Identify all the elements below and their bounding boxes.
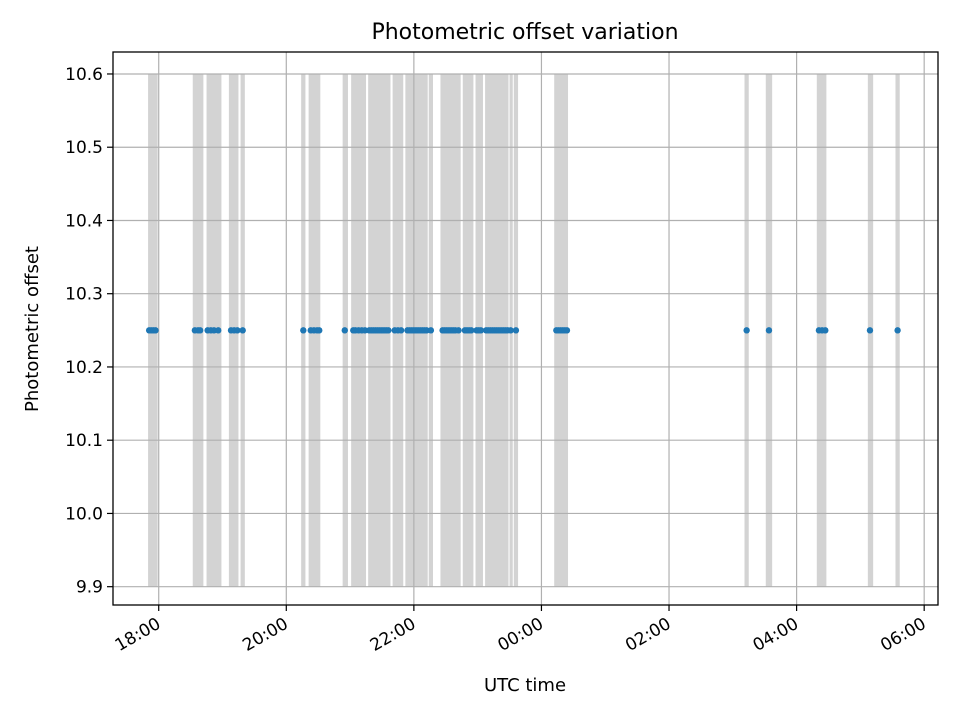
data-point — [385, 327, 392, 334]
data-point — [196, 327, 204, 334]
data-point — [455, 327, 462, 334]
data-point — [397, 327, 405, 334]
data-point — [341, 327, 348, 334]
data-point — [866, 327, 874, 334]
data-point — [477, 327, 485, 334]
data-point — [152, 327, 159, 334]
y-tick-label: 10.1 — [65, 431, 103, 451]
x-axis-label: UTC time — [484, 675, 566, 696]
data-point — [765, 327, 773, 334]
y-tick-label: 10.6 — [65, 65, 103, 85]
y-axis: 9.9 10.0 10.1 10.2 10.3 10.4 10.5 10.6 — [65, 65, 113, 598]
data-point — [239, 327, 246, 334]
data-point — [427, 327, 435, 334]
plot-frame — [112, 51, 939, 606]
chart-title: Photometric offset variation — [371, 20, 678, 45]
data-point — [512, 327, 520, 334]
y-tick-label: 10.4 — [65, 211, 103, 231]
y-axis-label: Photometric offset — [22, 246, 43, 412]
data-point — [894, 327, 901, 334]
y-tick-label: 10.5 — [65, 138, 103, 158]
data-point — [316, 327, 323, 334]
data-point — [822, 327, 829, 334]
data-point — [300, 327, 307, 334]
y-tick-label: 10.2 — [65, 358, 103, 378]
data-point — [234, 327, 241, 334]
data-point — [507, 327, 514, 334]
data-point — [743, 327, 750, 334]
y-tick-label: 10.3 — [65, 285, 103, 305]
data-point — [215, 327, 222, 334]
grid-layer — [113, 52, 938, 605]
points-layer — [145, 327, 901, 334]
data-point — [468, 327, 475, 334]
y-tick-label: 9.9 — [76, 578, 103, 598]
data-point — [563, 327, 571, 334]
y-tick-label: 10.0 — [65, 504, 103, 524]
